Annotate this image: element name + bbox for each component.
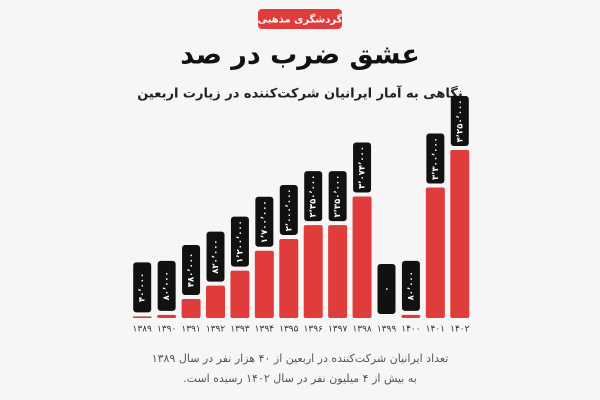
x-tick-label: ۱۴۰۱ (426, 325, 445, 335)
value-label-box (426, 133, 445, 184)
x-tick-label: ۱۳۹۴ (255, 325, 275, 335)
value-label: ۴٬۲۵۰٬۰۰۰ (455, 100, 465, 143)
bar (450, 150, 470, 318)
value-label: ۸۲۰٬۰۰۰ (211, 239, 221, 273)
value-label-box (353, 142, 372, 193)
bar (352, 196, 372, 318)
bar (279, 238, 299, 318)
bar (206, 285, 225, 318)
value-label: ۴۸۰٬۰۰۰ (187, 253, 197, 287)
x-tick-label: ۱۳۹۹ (377, 325, 397, 335)
bar (425, 187, 445, 318)
bar (328, 225, 348, 318)
x-tick-label: ۱۴۰۰ (401, 325, 420, 335)
value-label-box (279, 184, 298, 235)
value-label: ۰ (382, 286, 392, 291)
value-label: ۲٬۳۵۰٬۰۰۰ (333, 175, 343, 218)
value-label: ۸۰٬۰۰۰ (406, 271, 416, 300)
caption-line: تعداد ایرانیان شرکت‌کننده در اربعین از ۴… (152, 352, 449, 365)
value-label: ۱٬۷۰۰٬۰۰۰ (260, 200, 270, 243)
value-label: ۳٬۳۰۰٬۰۰۰ (431, 137, 441, 180)
x-tick-label: ۱۳۹۶ (304, 325, 324, 335)
x-tick-label: ۱۳۹۱ (181, 325, 200, 335)
bar (157, 314, 177, 318)
value-label: ۳٬۰۷۴٬۰۰۰ (358, 146, 368, 189)
value-label: ۱٬۲۰۰٬۰۰۰ (235, 220, 245, 263)
x-tick-label: ۱۳۹۵ (279, 325, 299, 335)
bar (254, 250, 274, 318)
x-tick-label: ۱۳۹۷ (328, 325, 348, 335)
bar (230, 270, 250, 318)
bar (303, 225, 323, 318)
value-label-box (401, 260, 420, 311)
x-tick-label: ۱۳۹۳ (230, 325, 250, 335)
bar (132, 316, 152, 318)
value-label-box (255, 196, 274, 247)
x-tick-label: ۱۳۹۸ (352, 325, 372, 335)
bar (401, 314, 421, 318)
badge: گردشگری مذهبی (258, 13, 343, 26)
value-label-box (206, 231, 225, 282)
value-label-box (377, 264, 396, 314)
x-tick-label: ۱۳۹۰ (157, 325, 176, 335)
value-label-box (133, 262, 152, 313)
x-tick-label: ۱۳۹۲ (206, 325, 226, 335)
x-tick-label: ۱۴۰۲ (450, 325, 470, 335)
value-label-box (182, 245, 201, 296)
value-label: ۸۰٬۰۰۰ (162, 271, 172, 300)
value-label-box (157, 260, 176, 311)
x-tick-label: ۱۳۸۹ (133, 325, 153, 335)
value-label: ۲٬۰۰۰٬۰۰۰ (284, 189, 294, 232)
bar (181, 299, 201, 318)
badge-box (258, 9, 342, 29)
value-label: ۴۰٬۰۰۰ (138, 273, 148, 302)
value-label-box (328, 171, 347, 222)
value-label-box (450, 96, 469, 146)
caption-line: به بیش از ۴ میلیون نفر در سال ۱۴۰۲ رسیده… (183, 372, 417, 385)
chart-title: عشق ضرب در صد (180, 40, 420, 71)
value-label: ۲٬۳۵۰٬۰۰۰ (309, 175, 319, 218)
chart-subtitle: نگاهی به آمار ایرانیان شرکت‌کننده در زیا… (137, 85, 463, 102)
value-label-box (230, 216, 249, 267)
value-label-box (304, 171, 323, 222)
